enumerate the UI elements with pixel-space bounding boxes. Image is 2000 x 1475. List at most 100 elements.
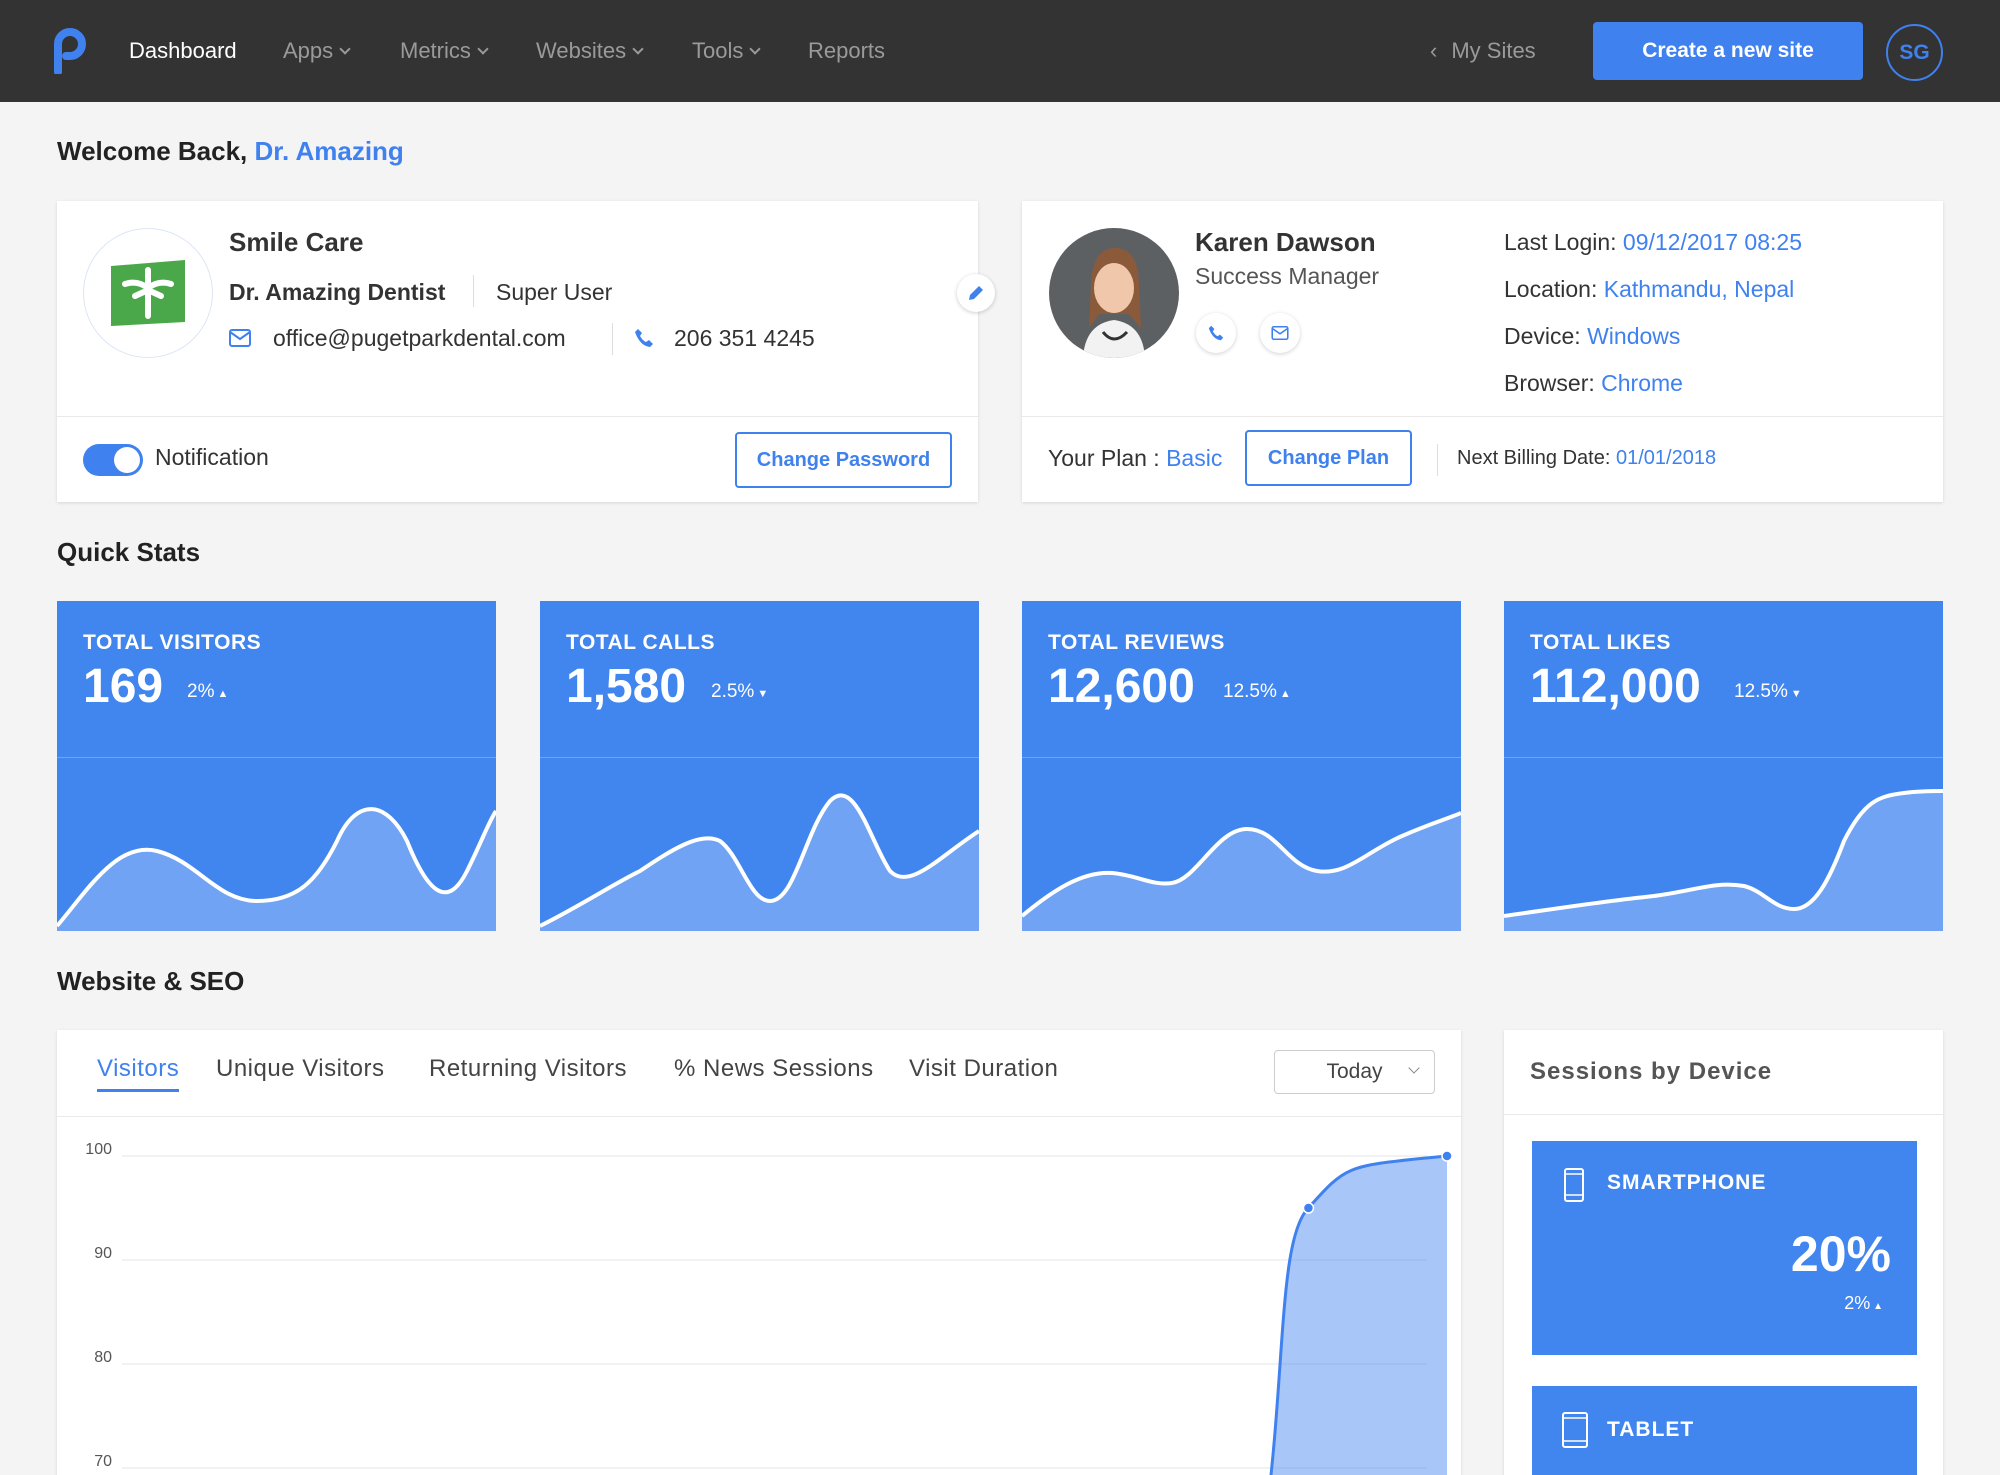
pencil-icon: [969, 286, 983, 300]
smartphone-icon: [1564, 1168, 1584, 1202]
change-plan-button[interactable]: Change Plan: [1245, 430, 1412, 486]
divider: [473, 275, 474, 307]
divider: [57, 1116, 1461, 1117]
nav-websites[interactable]: Websites: [536, 38, 644, 64]
chevron-down-icon: [1408, 1062, 1420, 1074]
device-tile-tablet[interactable]: TABLET: [1532, 1386, 1917, 1475]
active-tab-underline: [97, 1089, 180, 1092]
tooth-logo-icon: [111, 260, 185, 326]
user-avatar[interactable]: SG: [1886, 24, 1943, 81]
divider: [57, 757, 496, 758]
profile-card: Smile Care Dr. Amazing Dentist Super Use…: [57, 201, 995, 502]
chevron-down-icon: [749, 43, 762, 55]
stat-label: TOTAL VISITORS: [83, 631, 262, 654]
data-point[interactable]: [1302, 1202, 1315, 1214]
stat-tile-likes[interactable]: TOTAL LIKES 112,000 12.5% ▼: [1504, 601, 1943, 931]
y-tick: 90: [94, 1245, 112, 1262]
device: Device: Windows: [1504, 323, 1681, 349]
quick-stats-heading: Quick Stats: [57, 537, 201, 567]
my-sites-link[interactable]: ‹ My Sites: [1430, 38, 1536, 63]
location: Location: Kathmandu, Nepal: [1504, 276, 1795, 302]
nav-tools[interactable]: Tools: [692, 38, 762, 64]
stat-label: TOTAL CALLS: [566, 631, 715, 654]
divider: [540, 757, 979, 758]
stat-label: TOTAL LIKES: [1530, 631, 1671, 654]
top-navbar: Dashboard Apps Metrics Websites Tools Re…: [0, 0, 2000, 102]
device-tile-smartphone[interactable]: SMARTPHONE 20% 2% ▲: [1532, 1141, 1917, 1355]
chevron-down-icon: [477, 43, 489, 55]
practice-name[interactable]: Smile Care: [229, 227, 364, 257]
manager-title: Success Manager: [1195, 263, 1380, 289]
tab-returning-visitors[interactable]: Returning Visitors: [429, 1055, 627, 1082]
device-label: TABLET: [1607, 1418, 1695, 1441]
tab-news-sessions[interactable]: % News Sessions: [674, 1055, 874, 1082]
sessions-heading: Sessions by Device: [1530, 1058, 1773, 1085]
tab-unique-visitors[interactable]: Unique Visitors: [216, 1055, 385, 1082]
visitors-area-chart: [122, 1150, 1453, 1475]
caret-down-icon: ▼: [1787, 688, 1802, 700]
visitors-chart-card: Today: [57, 1030, 1461, 1475]
manager-name[interactable]: Karen Dawson: [1195, 227, 1376, 257]
divider: [1504, 757, 1943, 758]
user-role: Super User: [496, 279, 613, 305]
stat-change: 2.5% ▼: [711, 681, 769, 702]
divider: [1437, 444, 1438, 476]
call-manager-button[interactable]: [1196, 313, 1236, 353]
tablet-icon: [1562, 1412, 1588, 1448]
welcome-heading: Welcome Back, Dr. Amazing: [57, 136, 404, 167]
caret-up-icon: ▲: [1870, 1301, 1883, 1312]
device-value: 20%: [1790, 1226, 1891, 1282]
phone-icon: [1208, 325, 1224, 341]
divider: [612, 323, 613, 355]
change-password-button[interactable]: Change Password: [735, 432, 952, 488]
reviews-sparkline: [1022, 811, 1461, 931]
phone-icon: [635, 329, 653, 347]
logo-icon[interactable]: [52, 28, 88, 79]
notification-toggle[interactable]: [83, 444, 143, 476]
stat-tile-visitors[interactable]: TOTAL VISITORS 169 2% ▲: [57, 601, 496, 931]
divider: [1504, 1114, 1943, 1115]
notification-label: Notification: [155, 444, 269, 470]
range-select[interactable]: Today: [1274, 1050, 1435, 1094]
doctor-name: Dr. Amazing Dentist: [229, 279, 446, 305]
practice-logo: [83, 228, 213, 358]
tab-visitors[interactable]: Visitors: [97, 1055, 180, 1092]
welcome-prefix: Welcome Back,: [57, 136, 248, 166]
nav-reports[interactable]: Reports: [808, 38, 886, 63]
plan-info: Your Plan : Basic: [1048, 445, 1223, 471]
manager-photo: [1049, 228, 1179, 358]
stat-label: TOTAL REVIEWS: [1048, 631, 1225, 654]
divider: [1022, 757, 1461, 758]
y-tick: 70: [94, 1453, 112, 1470]
stat-value: 112,000: [1530, 660, 1701, 713]
series-area: [1271, 1156, 1447, 1475]
likes-sparkline: [1504, 789, 1943, 931]
stat-tile-reviews[interactable]: TOTAL REVIEWS 12,600 12.5% ▲: [1022, 601, 1461, 931]
stat-change: 12.5% ▼: [1734, 681, 1802, 702]
manager-card: Karen Dawson Success Manager Last Login:…: [1022, 201, 1943, 502]
mail-icon: [229, 329, 251, 347]
stat-value: 12,600: [1048, 660, 1195, 713]
practice-email[interactable]: office@pugetparkdental.com: [273, 325, 566, 351]
data-point[interactable]: [1441, 1150, 1453, 1162]
stat-value: 1,580: [566, 660, 687, 713]
welcome-name: Dr. Amazing: [254, 136, 404, 166]
visitors-sparkline: [57, 807, 496, 931]
stat-value: 169: [83, 660, 164, 713]
email-manager-button[interactable]: [1260, 313, 1300, 353]
series-line: [1269, 1154, 1448, 1475]
stat-tile-calls[interactable]: TOTAL CALLS 1,580 2.5% ▼: [540, 601, 979, 931]
nav-apps[interactable]: Apps: [283, 38, 351, 64]
toggle-knob: [114, 447, 140, 473]
caret-up-icon: ▲: [1276, 688, 1291, 700]
website-seo-heading: Website & SEO: [57, 966, 245, 996]
y-tick: 80: [94, 1349, 112, 1366]
practice-phone[interactable]: 206 351 4245: [674, 325, 815, 351]
divider: [1022, 416, 1943, 417]
create-site-button[interactable]: Create a new site: [1593, 22, 1863, 80]
nav-metrics[interactable]: Metrics: [400, 38, 489, 64]
nav-dashboard[interactable]: Dashboard: [129, 38, 237, 63]
edit-profile-button[interactable]: [957, 274, 995, 312]
tab-visit-duration[interactable]: Visit Duration: [909, 1055, 1059, 1082]
last-login: Last Login: 09/12/2017 08:25: [1504, 229, 1802, 255]
